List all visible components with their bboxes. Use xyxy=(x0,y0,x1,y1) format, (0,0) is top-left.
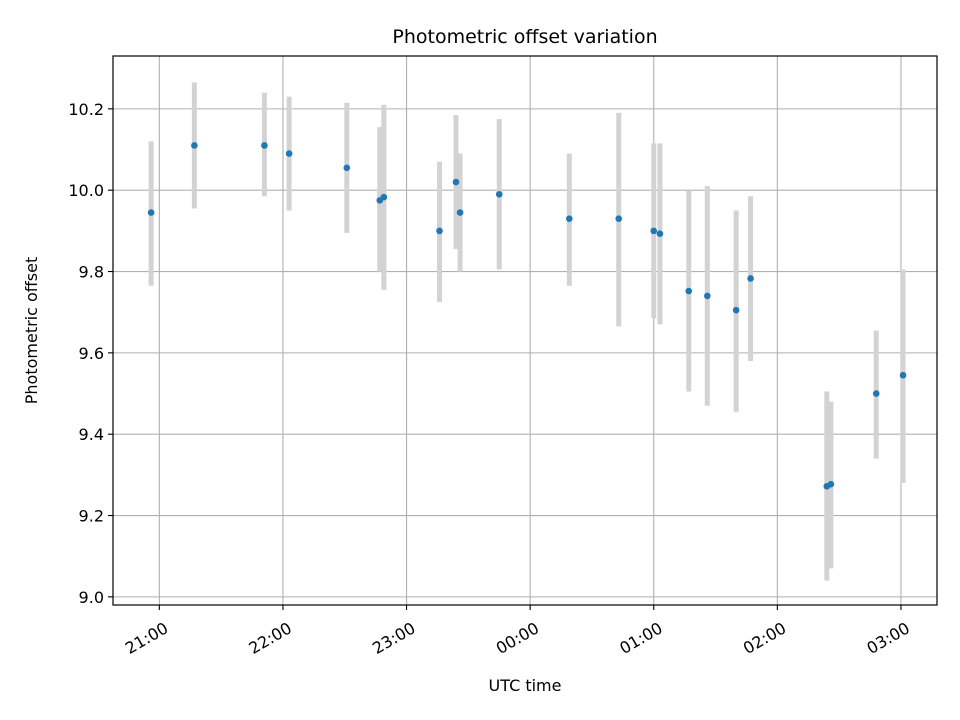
data-point xyxy=(147,209,155,216)
error-bars xyxy=(148,82,906,581)
y-tick-label: 9.8 xyxy=(79,263,104,282)
data-point xyxy=(495,190,503,198)
x-tick-label: 22:00 xyxy=(246,618,295,658)
plot-frame xyxy=(112,55,938,606)
data-point xyxy=(191,142,198,149)
y-tick-label: 9.0 xyxy=(79,588,104,607)
data-point xyxy=(704,292,711,300)
y-tick-label: 9.2 xyxy=(79,507,104,526)
data-point xyxy=(685,287,693,295)
data-point xyxy=(747,275,754,282)
grid xyxy=(113,56,937,605)
x-axis-ticks: 21:00 22:00 23:00 00:00 01:00 02:00 03:00 xyxy=(122,605,913,658)
y-axis-ticks: 9.0 9.2 9.4 9.6 9.8 10.0 10.2 xyxy=(68,100,113,607)
y-tick-label: 10.0 xyxy=(68,181,104,200)
data-point xyxy=(872,390,880,397)
data-point xyxy=(565,215,573,222)
data-points xyxy=(147,142,907,490)
x-tick-label: 00:00 xyxy=(493,618,542,658)
y-tick-label: 10.2 xyxy=(68,100,104,119)
x-tick-label: 03:00 xyxy=(864,618,913,658)
data-point xyxy=(615,215,623,222)
data-point xyxy=(261,142,268,149)
chart-title: Photometric offset variation xyxy=(392,26,657,48)
x-tick-label: 01:00 xyxy=(616,618,665,658)
x-tick-label: 02:00 xyxy=(740,618,789,658)
data-point xyxy=(827,480,835,488)
y-axis-label: Photometric offset xyxy=(22,257,41,405)
data-point xyxy=(436,227,443,235)
x-tick-label: 23:00 xyxy=(369,618,418,658)
y-tick-label: 9.4 xyxy=(79,425,104,444)
data-point xyxy=(452,178,460,186)
y-tick-label: 9.6 xyxy=(79,344,104,363)
data-point xyxy=(656,230,664,238)
data-point xyxy=(285,150,293,157)
data-point xyxy=(456,209,464,216)
data-point xyxy=(732,306,740,314)
data-point xyxy=(650,227,658,235)
x-axis-label: UTC time xyxy=(489,676,562,695)
x-tick-label: 21:00 xyxy=(122,618,171,658)
data-point xyxy=(899,371,907,379)
data-point xyxy=(380,193,388,201)
data-point xyxy=(343,164,351,172)
